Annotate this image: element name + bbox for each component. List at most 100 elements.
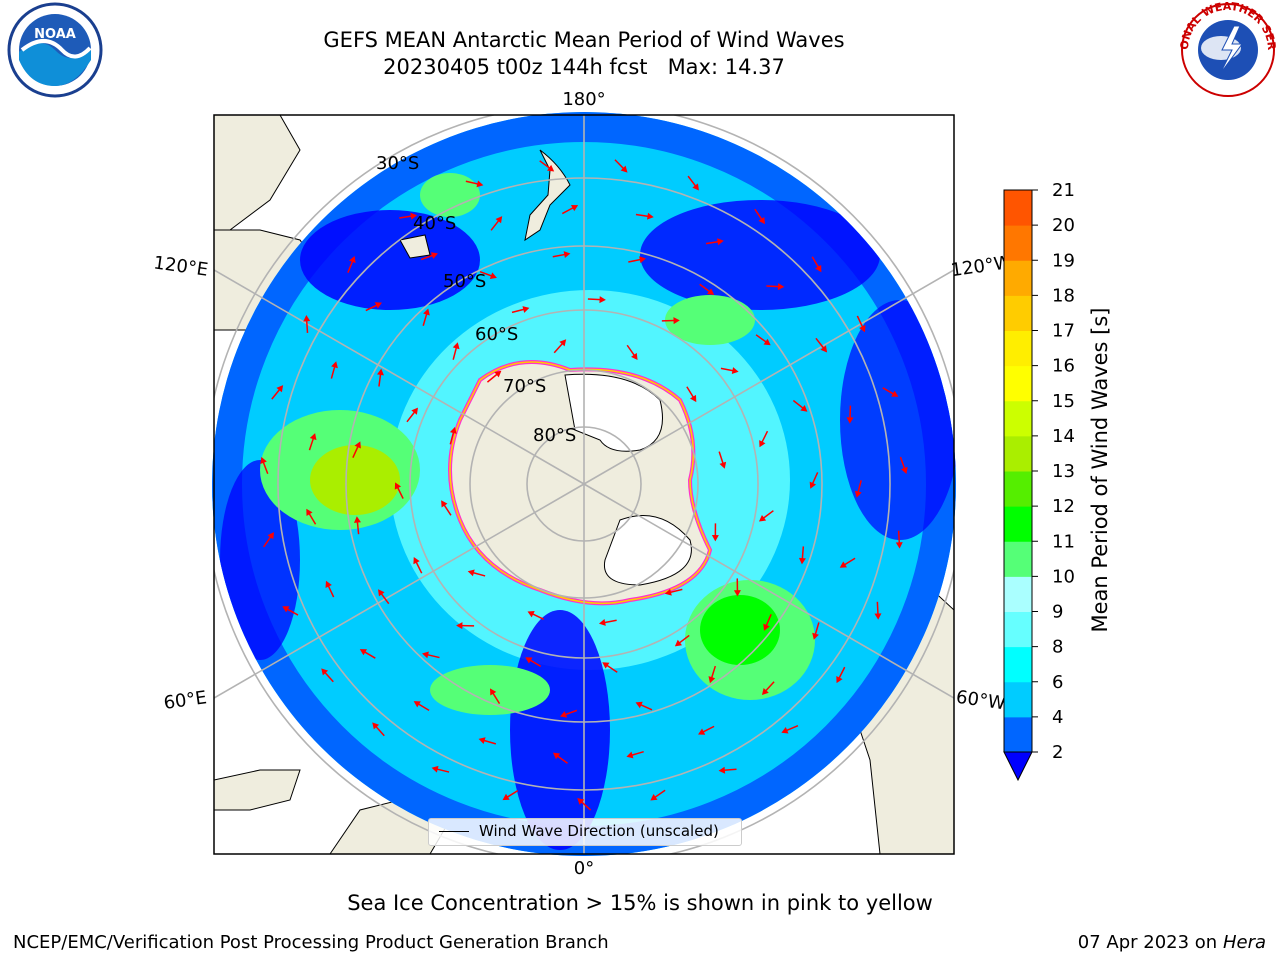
wind-wave-arrow-head bbox=[423, 308, 430, 316]
wind-wave-arrow-head bbox=[359, 649, 367, 656]
wind-wave-arrow-shaft bbox=[365, 304, 378, 312]
wind-wave-arrow-shaft bbox=[765, 613, 772, 627]
wind-wave-arrow-shaft bbox=[378, 373, 382, 387]
wind-wave-arrow-head bbox=[321, 668, 329, 676]
wind-wave-arrow-head bbox=[809, 481, 817, 489]
wind-wave-arrow-shaft bbox=[811, 256, 820, 268]
wind-wave-arrow-shaft bbox=[347, 260, 354, 273]
wind-wave-arrow-shaft bbox=[422, 313, 428, 326]
wind-wave-arrow-shaft bbox=[286, 608, 299, 616]
wind-wave-arrow-head bbox=[812, 632, 819, 640]
wind-wave-arrow-head bbox=[901, 466, 908, 474]
wind-wave-arrow-head bbox=[354, 441, 361, 449]
wind-wave-arrow-head bbox=[441, 500, 448, 508]
wind-wave-arrow-shaft bbox=[375, 725, 385, 737]
colorbar-label: Mean Period of Wind Waves [s] bbox=[1088, 308, 1112, 633]
wind-wave-arrow-shaft bbox=[626, 344, 636, 357]
colorbar-tick-label: 2 bbox=[1052, 742, 1063, 763]
lon-label-180: 180° bbox=[562, 89, 605, 110]
colorbar-segment bbox=[1004, 541, 1032, 577]
wind-wave-arrow-head bbox=[854, 490, 862, 498]
wind-wave-arrow-shaft bbox=[766, 285, 779, 288]
legend-label: Wind Wave Direction (unscaled) bbox=[479, 822, 719, 840]
wind-wave-arrow-shaft bbox=[815, 337, 825, 349]
wind-wave-arrow-shaft bbox=[754, 208, 763, 221]
colorbar-segment bbox=[1004, 365, 1032, 402]
wind-wave-arrow-head bbox=[478, 737, 486, 745]
lat-label-30s: 30°S bbox=[376, 153, 419, 174]
wind-wave-arrow-shaft bbox=[755, 334, 767, 343]
wind-wave-arrow-head bbox=[456, 622, 463, 630]
wind-wave-arrow-head bbox=[559, 711, 568, 718]
colorbar-segment bbox=[1004, 330, 1032, 367]
wind-wave-arrow-head bbox=[690, 394, 697, 403]
wind-wave-arrow-shaft bbox=[882, 387, 895, 395]
noaa-logo: NOAA bbox=[7, 2, 103, 98]
wind-wave-arrow-shaft bbox=[604, 619, 617, 624]
wind-wave-arrows bbox=[260, 159, 908, 811]
wind-wave-arrow-head bbox=[639, 256, 646, 264]
lat-label-80s: 80°S bbox=[533, 425, 576, 446]
wind-wave-arrow-shaft bbox=[420, 254, 434, 261]
wind-wave-arrow-shaft bbox=[614, 159, 625, 170]
lat-label-70s: 70°S bbox=[503, 376, 546, 397]
wind-wave-arrow-head bbox=[781, 727, 789, 734]
wind-wave-arrow-shaft bbox=[718, 451, 724, 464]
wind-wave-arrow-head bbox=[449, 426, 457, 434]
wind-wave-arrow-shaft bbox=[436, 768, 450, 773]
wind-wave-arrow-head bbox=[372, 722, 380, 730]
wind-wave-arrow-head bbox=[431, 765, 439, 773]
wind-wave-arrow-head bbox=[761, 687, 769, 696]
wind-wave-arrow-shaft bbox=[705, 240, 719, 245]
wind-wave-arrow-shaft bbox=[427, 653, 440, 659]
wind-wave-arrow-shaft bbox=[856, 315, 864, 328]
wind-wave-arrow-head bbox=[452, 342, 460, 350]
wind-wave-arrow-shaft bbox=[702, 725, 715, 733]
colorbar-tick-label: 11 bbox=[1052, 531, 1075, 552]
wind-wave-arrow-head bbox=[413, 557, 420, 565]
colorbar-tick-label: 17 bbox=[1052, 321, 1075, 342]
wind-wave-arrow-head bbox=[820, 345, 828, 353]
wind-wave-arrow-shaft bbox=[762, 510, 774, 519]
colorbar-tick-label: 20 bbox=[1052, 215, 1075, 236]
wind-wave-arrow-shaft bbox=[876, 601, 879, 615]
wind-wave-arrow-head bbox=[626, 751, 634, 759]
wind-wave-arrow-head bbox=[349, 256, 356, 264]
svg-text:NOAA: NOAA bbox=[34, 27, 76, 42]
new-zealand bbox=[524, 149, 571, 242]
wind-wave-arrow-shaft bbox=[399, 215, 412, 219]
wind-wave-arrow-head bbox=[525, 657, 533, 664]
wind-wave-arrow-head bbox=[635, 701, 643, 709]
wind-wave-arrow-head bbox=[718, 766, 726, 774]
wind-wave-arrow-head bbox=[303, 314, 311, 322]
wind-wave-arrow-head bbox=[559, 339, 567, 347]
wind-wave-arrow-head bbox=[489, 272, 497, 279]
wind-wave-arrow-head bbox=[495, 216, 503, 224]
wind-wave-arrow-shaft bbox=[897, 530, 901, 544]
colorbar-segment bbox=[1004, 716, 1032, 753]
map-frame bbox=[213, 114, 955, 855]
wind-wave-arrow-head bbox=[547, 164, 555, 172]
map-legend: Wind Wave Direction (unscaled) bbox=[428, 818, 742, 846]
wind-wave-arrow-shaft bbox=[511, 308, 525, 314]
wind-wave-arrow-shaft bbox=[564, 709, 578, 716]
wind-wave-arrow-shaft bbox=[452, 347, 458, 360]
wind-wave-arrow-head bbox=[598, 619, 606, 626]
wind-wave-arrow-shaft bbox=[472, 571, 486, 577]
wind-wave-arrow-head bbox=[570, 204, 579, 212]
wind-wave-arrow-head bbox=[698, 728, 706, 735]
wind-wave-arrow-shaft bbox=[330, 366, 336, 379]
colorbar-segment bbox=[1004, 471, 1032, 507]
wind-wave-arrow-shaft bbox=[587, 298, 601, 301]
wind-wave-arrow-head bbox=[421, 651, 429, 659]
wind-wave-arrow-head bbox=[707, 288, 715, 295]
wind-wave-arrow-shaft bbox=[556, 755, 568, 764]
wind-wave-arrow-head bbox=[411, 407, 418, 415]
wind-wave-arrow-head bbox=[282, 606, 290, 613]
lat-label-40s: 40°S bbox=[413, 213, 456, 234]
colorbar-segment bbox=[1004, 225, 1032, 261]
colorbar-extend-triangle bbox=[1003, 751, 1033, 782]
wind-wave-arrow-shaft bbox=[687, 175, 697, 187]
wind-wave-arrow-head bbox=[664, 588, 672, 596]
